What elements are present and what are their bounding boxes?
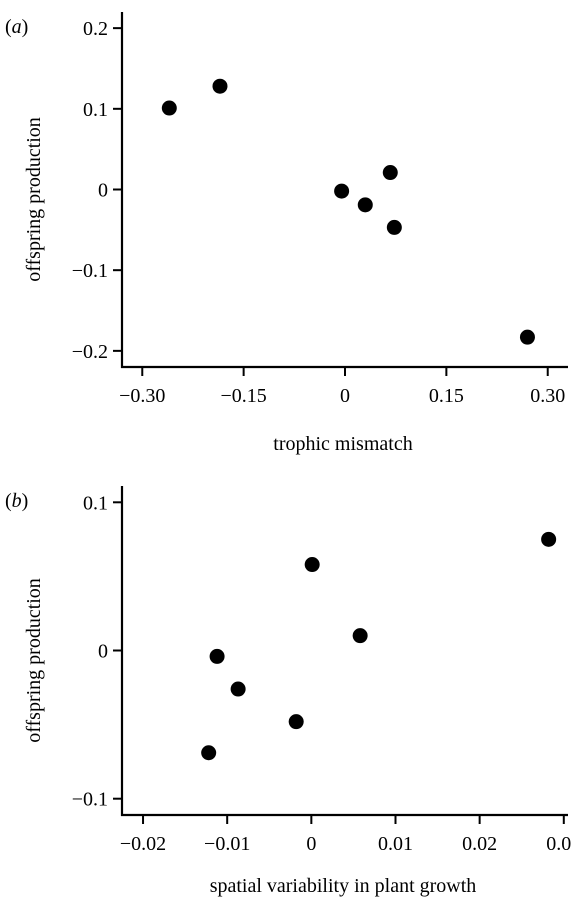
y-tick-label: 0.2 — [83, 18, 108, 40]
data-point — [209, 648, 225, 664]
data-point — [161, 100, 177, 116]
x-axis-label: spatial variability in plant growth — [210, 875, 477, 897]
data-point — [334, 183, 350, 199]
x-tick-label: −0.15 — [220, 385, 266, 407]
y-tick-label: 0 — [98, 641, 108, 663]
x-tick-label: 0 — [340, 385, 350, 407]
data-point — [519, 329, 535, 345]
x-tick-label: −0.01 — [204, 833, 250, 855]
y-axis-label: offspring production — [23, 117, 45, 282]
x-tick-label: 0.03 — [546, 833, 572, 855]
x-tick-label: 0.30 — [530, 385, 565, 407]
y-tick-label: −0.1 — [72, 260, 108, 282]
panel-a-scatter-plot: −0.2 −0.1 0 0.1 0.2 −0.30 −0.15 0 0.15 0.30 trophi… — [5, 12, 568, 455]
data-point — [304, 557, 320, 573]
x-axis-label: trophic mismatch — [273, 433, 412, 455]
y-tick-label: 0 — [98, 180, 108, 202]
panel-label: (a) — [5, 16, 28, 38]
data-point — [212, 78, 228, 94]
x-tick-label: 0.02 — [462, 833, 497, 855]
data-point — [382, 165, 398, 181]
data-point — [230, 681, 246, 697]
data-point — [352, 628, 368, 644]
x-tick-label: −0.30 — [119, 385, 165, 407]
y-tick-label: 0.1 — [83, 99, 108, 121]
data-point — [541, 531, 557, 547]
y-axis-label: offspring production — [23, 578, 45, 743]
y-tick-label: −0.1 — [72, 789, 108, 811]
panel-label: (b) — [5, 490, 28, 512]
data-point — [288, 714, 304, 730]
y-tick-label: 0.1 — [83, 492, 108, 514]
data-point — [357, 197, 373, 213]
x-tick-label: −0.02 — [120, 833, 166, 855]
x-tick-label: 0.01 — [378, 833, 413, 855]
panel-b-scatter-plot: −0.1 0 0.1 −0.02 −0.01 0 0.01 0.02 0.03 spatial v… — [5, 486, 572, 897]
x-tick-label: 0 — [306, 833, 316, 855]
data-point — [201, 745, 217, 761]
data-point — [386, 219, 402, 235]
y-tick-label: −0.2 — [72, 341, 108, 363]
x-tick-label: 0.15 — [429, 385, 464, 407]
